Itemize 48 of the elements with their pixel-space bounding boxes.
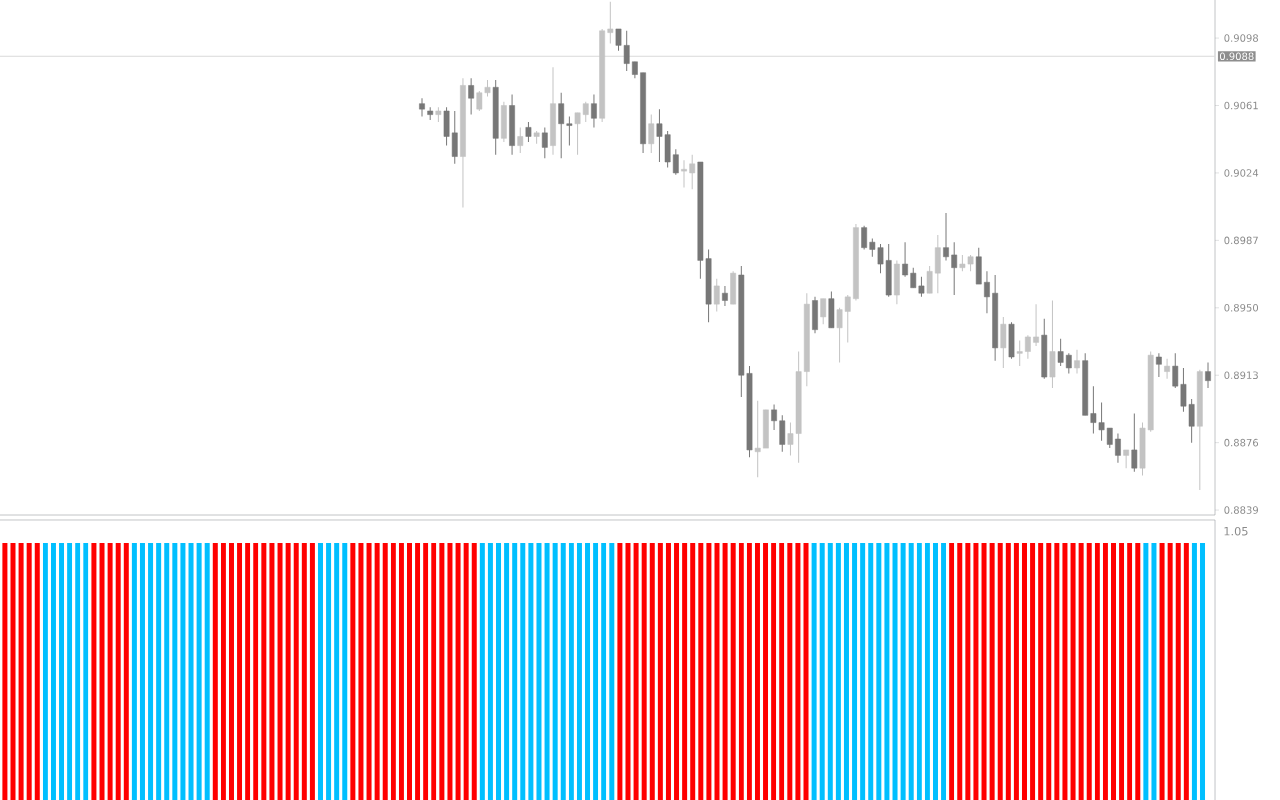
y-tick-label: 0.8950: [1224, 304, 1259, 312]
candlestick: [558, 92, 565, 159]
y-tick-label: 0.8987: [1224, 236, 1258, 245]
candlestick: [1016, 340, 1023, 367]
candlestick: [525, 121, 532, 143]
candlestick: [1155, 352, 1162, 378]
candlestick: [672, 148, 679, 176]
candlestick: [1164, 358, 1170, 380]
ref-line-label: 0.9088: [1219, 52, 1254, 61]
candlestick: [468, 77, 475, 116]
candlestick: [861, 225, 868, 250]
candlestick: [820, 298, 827, 325]
candlestick: [517, 126, 524, 154]
candlestick: [566, 115, 573, 147]
candlestick: [541, 126, 548, 159]
candlestick: [902, 241, 908, 278]
y-tick-label: 0.8876: [1224, 438, 1259, 447]
candlestick: [1205, 361, 1211, 389]
candlestick: [648, 114, 655, 154]
y-tick-label: 0.8913: [1224, 371, 1258, 380]
candlestick: [779, 414, 786, 453]
candlestick: [713, 278, 720, 312]
candlestick: [1024, 334, 1031, 360]
y-tick-label: 0.8839: [1224, 506, 1259, 514]
candlestick: [1000, 316, 1007, 369]
candlestick: [1131, 412, 1138, 473]
candlestick: [689, 154, 696, 190]
candlestick: [1123, 449, 1130, 469]
candlestick: [1074, 349, 1080, 374]
candlestick: [607, 1, 614, 45]
candlestick: [419, 97, 425, 117]
candlestick: [722, 285, 728, 307]
candlestick: [926, 265, 933, 294]
candlestick: [771, 403, 777, 431]
candlestick: [1057, 338, 1064, 367]
candlestick: [1115, 433, 1121, 464]
candlestick: [1065, 352, 1072, 374]
candlestick: [984, 270, 990, 314]
candlestick: [951, 241, 958, 296]
candlestick: [943, 212, 949, 261]
candlestick: [681, 159, 687, 189]
y-tick-label: 0.9024: [1224, 169, 1259, 177]
candlestick: [1033, 303, 1039, 347]
candlestick: [591, 94, 597, 128]
y-tick-label: 0.9098: [1224, 34, 1259, 42]
y-tick-label: 0.9061: [1224, 101, 1258, 110]
text: 1.05: [1224, 526, 1248, 536]
candlestick: [754, 400, 761, 478]
